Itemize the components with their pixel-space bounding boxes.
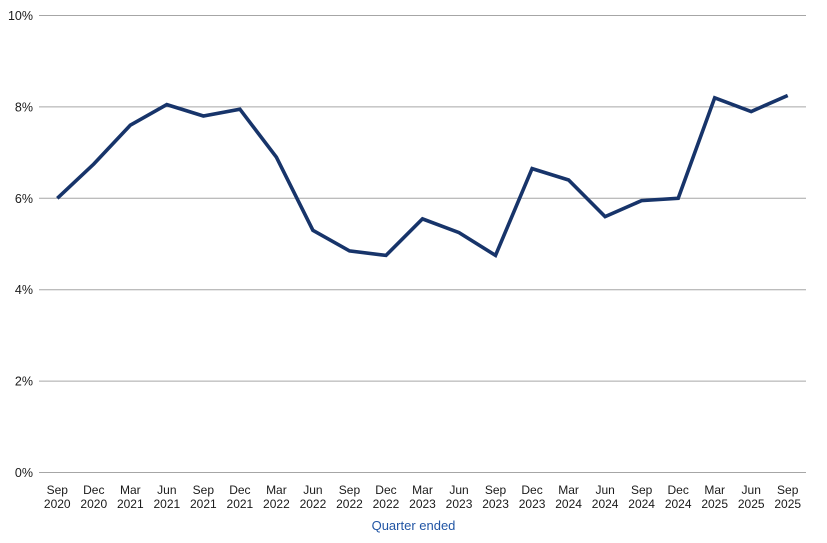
x-tick-label-year: 2023 <box>519 497 546 511</box>
x-tick-label-month: Jun <box>303 483 322 497</box>
x-tick-label-year: 2022 <box>336 497 363 511</box>
x-tick-label-year: 2021 <box>153 497 180 511</box>
x-tick-label-month: Mar <box>412 483 433 497</box>
x-tick-label-year: 2021 <box>227 497 254 511</box>
x-tick-label-month: Mar <box>704 483 725 497</box>
x-tick-label-month: Sep <box>485 483 507 497</box>
x-tick-label-month: Jun <box>157 483 176 497</box>
x-tick-label-year: 2025 <box>738 497 765 511</box>
y-tick-label: 2% <box>15 375 33 389</box>
x-tick-label-month: Sep <box>339 483 361 497</box>
y-tick-label: 10% <box>8 9 33 23</box>
x-tick-label-month: Sep <box>47 483 69 497</box>
x-tick-label-month: Sep <box>777 483 799 497</box>
x-tick-label-month: Jun <box>449 483 468 497</box>
x-tick-label-year: 2022 <box>300 497 327 511</box>
x-tick-label-month: Mar <box>266 483 287 497</box>
x-tick-label-year: 2021 <box>117 497 144 511</box>
x-tick-label-year: 2021 <box>190 497 217 511</box>
x-tick-label-month: Sep <box>631 483 653 497</box>
data-series-line <box>56 93 789 259</box>
x-tick-label-year: 2022 <box>373 497 400 511</box>
y-tick-label: 0% <box>15 466 33 480</box>
x-tick-label-year: 2020 <box>80 497 107 511</box>
x-tick-label-year: 2022 <box>263 497 290 511</box>
x-tick-label-month: Dec <box>667 483 688 497</box>
x-tick-label-year: 2023 <box>482 497 509 511</box>
x-tick-label-month: Dec <box>375 483 396 497</box>
x-tick-label-year: 2020 <box>44 497 71 511</box>
x-tick-label-month: Dec <box>521 483 542 497</box>
x-tick-label-month: Sep <box>193 483 215 497</box>
x-tick-label-year: 2024 <box>665 497 692 511</box>
y-tick-label: 6% <box>15 192 33 206</box>
y-tick-label: 8% <box>15 100 33 114</box>
x-tick-label-year: 2023 <box>409 497 436 511</box>
x-tick-label-year: 2023 <box>446 497 473 511</box>
x-tick-label-year: 2025 <box>701 497 728 511</box>
x-tick-label-month: Jun <box>595 483 614 497</box>
x-tick-label-month: Dec <box>229 483 250 497</box>
x-tick-label-year: 2025 <box>774 497 801 511</box>
x-axis-title: Quarter ended <box>371 518 456 533</box>
x-tick-label-month: Mar <box>558 483 579 497</box>
x-tick-label-month: Dec <box>83 483 104 497</box>
x-tick-label-year: 2024 <box>592 497 619 511</box>
x-tick-label-year: 2024 <box>628 497 655 511</box>
x-tick-label-month: Mar <box>120 483 141 497</box>
y-tick-label: 4% <box>15 283 33 297</box>
x-tick-label-month: Jun <box>742 483 761 497</box>
x-tick-label-year: 2024 <box>555 497 582 511</box>
